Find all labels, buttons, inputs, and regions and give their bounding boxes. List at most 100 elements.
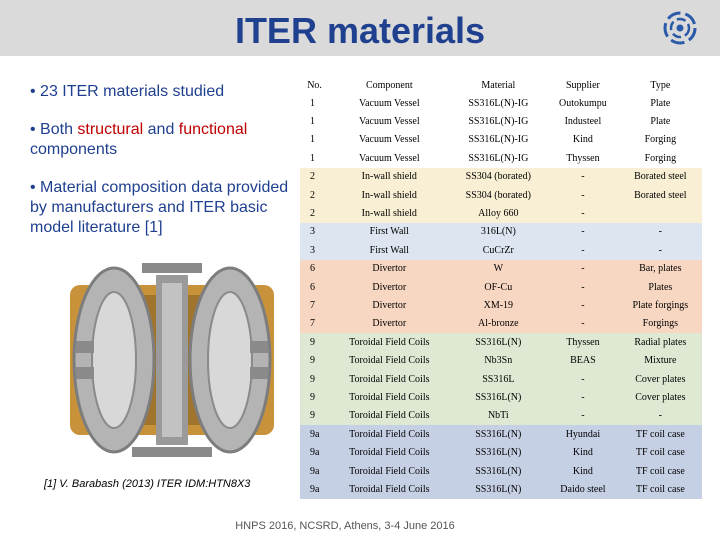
cell-type: Cover plates bbox=[635, 373, 686, 385]
cell-type: Forgings bbox=[642, 318, 679, 330]
cell-type: - bbox=[658, 226, 662, 238]
cell-material: Alloy 660 bbox=[478, 208, 519, 220]
cell-type: Borated steel bbox=[634, 171, 687, 183]
cell-component: Divertor bbox=[372, 281, 407, 293]
cell-material: Al-bronze bbox=[478, 318, 519, 330]
cell-no: 9 bbox=[310, 355, 315, 367]
table-row: 9 Toroidal Field Coils NbTi - - bbox=[300, 406, 702, 426]
materials-table: No. Component Material Supplier Type 1 Va… bbox=[300, 76, 702, 499]
cell-component: Divertor bbox=[372, 263, 407, 275]
cell-supplier: - bbox=[581, 391, 585, 403]
table-row: 9 Toroidal Field Coils SS316L(N) - Cover pla… bbox=[300, 388, 702, 407]
cell-material: OF-Cu bbox=[484, 281, 513, 293]
cell-no: 1 bbox=[310, 97, 315, 109]
cell-component: Toroidal Field Coils bbox=[349, 465, 430, 477]
cell-type: Bar, plates bbox=[639, 263, 682, 275]
cell-material: SS316L(N) bbox=[475, 447, 522, 459]
table-row: 1 Vacuum Vessel SS316L(N)-IG Outokumpu Plate bbox=[300, 94, 702, 113]
cell-component: Toroidal Field Coils bbox=[349, 447, 430, 459]
bullet-components: • Both structural and functional compone… bbox=[30, 121, 248, 158]
reference-citation: [1] V. Barabash (2013) ITER IDM:HTN8X3 bbox=[44, 478, 251, 490]
cell-material: SS304 (borated) bbox=[465, 189, 531, 201]
cell-no: 2 bbox=[310, 171, 315, 183]
cell-supplier: Thyssen bbox=[566, 152, 600, 164]
cell-type: Plate bbox=[650, 116, 671, 128]
cell-material: SS316L(N) bbox=[475, 428, 522, 440]
cell-supplier: Outokumpu bbox=[559, 97, 607, 109]
cell-material: SS316L(N) bbox=[475, 336, 522, 348]
cell-material: SS316L(N)-IG bbox=[468, 134, 529, 146]
cell-type: Borated steel bbox=[634, 189, 687, 201]
cell-type: Plates bbox=[648, 281, 673, 293]
cell-no: 9 bbox=[310, 391, 315, 403]
cell-material: SS316L(N) bbox=[475, 391, 522, 403]
table-row: 2 In-wall shield Alloy 660 - bbox=[300, 204, 702, 223]
cell-no: 9 bbox=[310, 336, 315, 348]
cell-type: Plate bbox=[650, 97, 671, 109]
cell-supplier: - bbox=[581, 171, 585, 183]
cell-type: Forging bbox=[644, 152, 677, 164]
table-row: 3 First Wall 316L(N) - - bbox=[300, 222, 702, 242]
cell-supplier: Thyssen bbox=[566, 336, 600, 348]
cell-no: 9a bbox=[310, 465, 320, 477]
table-header-row: No. Component Material Supplier Type bbox=[300, 76, 702, 94]
cell-no: 3 bbox=[310, 244, 315, 256]
table-row: 7 Divertor Al-bronze - Forgings bbox=[300, 314, 702, 334]
cell-material: 316L(N) bbox=[480, 226, 516, 238]
cell-component: Toroidal Field Coils bbox=[349, 336, 430, 348]
table-row: 9 Toroidal Field Coils SS316L - Cover plates bbox=[300, 369, 702, 389]
table-row: 6 Divertor OF-Cu - Plates bbox=[300, 277, 702, 297]
cell-component: Toroidal Field Coils bbox=[349, 355, 430, 367]
cell-component: Toroidal Field Coils bbox=[349, 373, 430, 385]
cell-material: SS316L(N)-IG bbox=[468, 152, 529, 164]
cell-component: In-wall shield bbox=[361, 171, 417, 183]
cell-supplier: BEAS bbox=[570, 355, 596, 367]
cell-supplier: - bbox=[581, 226, 585, 238]
cell-no: 7 bbox=[310, 299, 315, 311]
cell-type: Cover plates bbox=[635, 391, 686, 403]
cell-component: Vacuum Vessel bbox=[358, 97, 420, 109]
cell-component: Divertor bbox=[372, 299, 407, 311]
cell-supplier: - bbox=[581, 189, 585, 201]
iter-logo-icon bbox=[663, 11, 697, 45]
cell-supplier: - bbox=[581, 281, 585, 293]
cell-material: NbTi bbox=[487, 410, 509, 422]
table-row: 2 In-wall shield SS304 (borated) - Borated s… bbox=[300, 167, 702, 186]
cell-no: 9a bbox=[310, 428, 320, 440]
table-row: 1 Vacuum Vessel SS316L(N)-IG Thyssen Forging bbox=[300, 149, 702, 168]
cell-material: W bbox=[493, 263, 504, 275]
footer-text: HNPS 2016, NCSRD, Athens, 3-4 June 2016 bbox=[235, 520, 455, 532]
cell-no: 7 bbox=[310, 318, 315, 330]
cell-no: 9a bbox=[310, 483, 320, 495]
table-row: 9a Toroidal Field Coils SS316L(N) Kind TF co… bbox=[300, 443, 702, 462]
table-row: 1 Vacuum Vessel SS316L(N)-IG Kind Forging bbox=[300, 130, 702, 150]
cell-no: 6 bbox=[310, 263, 315, 275]
cell-type bbox=[619, 204, 702, 222]
cell-supplier: - bbox=[581, 244, 585, 256]
cell-supplier: Kind bbox=[572, 447, 593, 459]
iter-tokamak-image bbox=[70, 263, 274, 457]
cell-component: First Wall bbox=[369, 244, 409, 256]
cell-supplier: Kind bbox=[572, 465, 593, 477]
cell-supplier: Kind bbox=[572, 134, 593, 146]
cell-no: 2 bbox=[310, 208, 315, 220]
table-row: 3 First Wall CuCrZr - - bbox=[300, 241, 702, 260]
cell-component: In-wall shield bbox=[361, 208, 417, 220]
cell-no: 9a bbox=[310, 447, 320, 459]
cell-component: Toroidal Field Coils bbox=[349, 483, 430, 495]
cell-no: 3 bbox=[310, 226, 315, 238]
cell-material: SS316L(N)-IG bbox=[468, 116, 529, 128]
cell-type: Mixture bbox=[644, 355, 677, 367]
cell-type: Plate forgings bbox=[632, 299, 689, 311]
cell-material: SS316L(N)-IG bbox=[468, 97, 529, 109]
table-row: 6 Divertor W - Bar, plates bbox=[300, 259, 702, 278]
cell-material: Nb3Sn bbox=[484, 355, 513, 367]
cell-material: XM-19 bbox=[483, 299, 514, 311]
table-row: 7 Divertor XM-19 - Plate forgings bbox=[300, 296, 702, 315]
cell-no: 9 bbox=[310, 373, 315, 385]
cell-no: 1 bbox=[310, 116, 315, 128]
cell-component: First Wall bbox=[369, 226, 409, 238]
table-row: 2 In-wall shield SS304 (borated) - Borated s… bbox=[300, 185, 702, 205]
table-row: 9a Toroidal Field Coils SS316L(N) Kind TF co… bbox=[300, 461, 702, 481]
cell-type: TF coil case bbox=[635, 483, 685, 495]
